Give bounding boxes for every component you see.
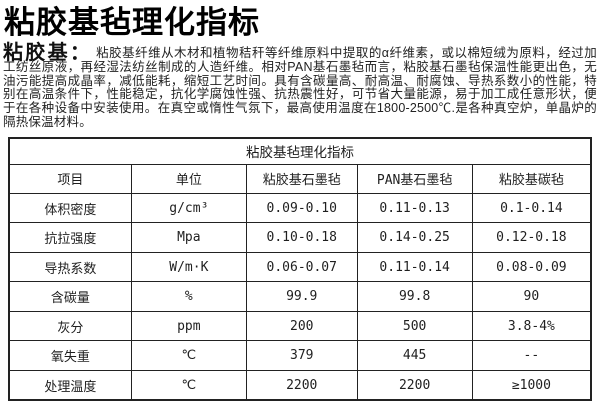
table-row-bulk-density: 体积密度 g/cm³ 0.09-0.10 0.11-0.13 0.1-0.14 [8,192,592,224]
table-cell: ℃ [130,369,247,401]
intro-text: 粘胶基纤维从木材和植物秸秆等纤维原料中提取的α纤维素，或以棉短绒为原料，经过加工… [3,46,597,129]
col-header-item: 项目 [8,163,132,194]
table-cell: 0.08-0.09 [471,251,592,283]
table-cell: % [130,281,247,312]
table-cell: 0.09-0.10 [245,192,358,224]
table-row-tensile-strength: 抗拉强度 Mpa 0.10-0.18 0.14-0.25 0.12-0.18 [8,222,592,253]
table-cell: -- [471,340,592,371]
table-cell: 90 [471,281,592,312]
table-cell: 0.14-0.25 [356,222,473,253]
table-row-carbon-content: 含碳量 % 99.9 99.8 90 [8,281,592,312]
row-label-cell: 灰分 [8,310,132,342]
table-cell: 0.06-0.07 [245,251,358,283]
table-row-treatment-temperature: 处理温度 ℃ 2200 2200 ≥1000 [8,369,592,401]
table-cell: 2200 [245,369,358,401]
intro-label: 粘胶基： [3,42,93,64]
table-cell: 0.10-0.18 [245,222,358,253]
table-cell: 200 [245,310,358,342]
page-title: 粘胶基毡理化指标 [4,5,260,40]
table-cell: ℃ [130,340,247,371]
table-row-ash-content: 灰分 ppm 200 500 3.8-4% [8,310,592,342]
table-row-oxidation-weight-loss: 氧失重 ℃ 379 445 -- [8,340,592,371]
table-cell: W/m·K [130,251,247,283]
spec-table: 粘胶基毡理化指标 项目 单位 粘胶基石墨毡 PAN基石墨毡 粘胶基碳毡 体积密度… [8,136,592,402]
row-label-cell: 抗拉强度 [8,222,132,253]
table-cell: ≥1000 [471,369,592,401]
row-label-cell: 处理温度 [8,369,132,401]
table-cell: Mpa [130,222,247,253]
col-header-pan-graphite-felt: PAN基石墨毡 [356,163,473,194]
table-cell: 0.1-0.14 [471,192,592,224]
row-label-cell: 体积密度 [8,192,132,224]
col-header-viscose-graphite-felt: 粘胶基石墨毡 [245,163,358,194]
table-cell: 99.9 [245,281,358,312]
table-cell: 0.12-0.18 [471,222,592,253]
table-cell: 0.11-0.14 [356,251,473,283]
table-caption-row: 粘胶基毡理化指标 [8,137,592,165]
table-cell: 0.11-0.13 [356,192,473,224]
table-row-thermal-conductivity: 导热系数 W/m·K 0.06-0.07 0.11-0.14 0.08-0.09 [8,251,592,283]
table-caption: 粘胶基毡理化指标 [8,137,592,165]
col-header-unit: 单位 [130,163,247,194]
table-header-row: 项目 单位 粘胶基石墨毡 PAN基石墨毡 粘胶基碳毡 [8,163,592,194]
table-cell: g/cm³ [130,192,247,224]
table-cell: 500 [356,310,473,342]
row-label-cell: 氧失重 [8,340,132,371]
col-header-viscose-carbon-felt: 粘胶基碳毡 [471,163,592,194]
table-cell: 2200 [356,369,473,401]
table-cell: 99.8 [356,281,473,312]
intro-paragraph: 粘胶基： 粘胶基纤维从木材和植物秸秆等纤维原料中提取的α纤维素，或以棉短绒为原料，… [3,43,597,130]
table-cell: ppm [130,310,247,342]
table-cell: 3.8-4% [471,310,592,342]
table-cell: 379 [245,340,358,371]
row-label-cell: 含碳量 [8,281,132,312]
row-label-cell: 导热系数 [8,251,132,283]
table-cell: 445 [356,340,473,371]
